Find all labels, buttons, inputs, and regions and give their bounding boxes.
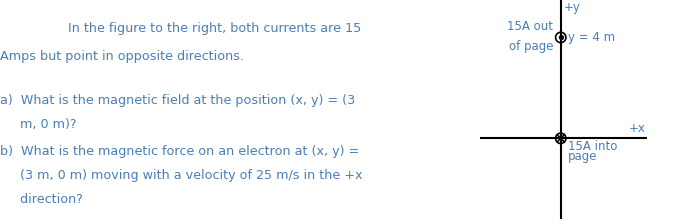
Text: m, 0 m)?: m, 0 m)?: [0, 118, 77, 131]
Text: (3 m, 0 m) moving with a velocity of 25 m/s in the +x: (3 m, 0 m) moving with a velocity of 25 …: [0, 169, 362, 182]
Text: a)  What is the magnetic field at the position (x, y) = (3: a) What is the magnetic field at the pos…: [0, 94, 355, 107]
Text: page: page: [568, 150, 597, 163]
Text: 15A into: 15A into: [568, 140, 618, 153]
Text: +y: +y: [564, 2, 581, 14]
Text: of page: of page: [509, 40, 554, 53]
Text: In the figure to the right, both currents are 15: In the figure to the right, both current…: [52, 22, 361, 35]
Text: b)  What is the magnetic force on an electron at (x, y) =: b) What is the magnetic force on an elec…: [0, 145, 359, 157]
Text: direction?: direction?: [0, 193, 83, 206]
Text: Amps but point in opposite directions.: Amps but point in opposite directions.: [0, 50, 244, 63]
Text: 15A out: 15A out: [507, 20, 554, 33]
Text: y = 4 m: y = 4 m: [568, 31, 616, 44]
Text: +x: +x: [629, 122, 646, 135]
